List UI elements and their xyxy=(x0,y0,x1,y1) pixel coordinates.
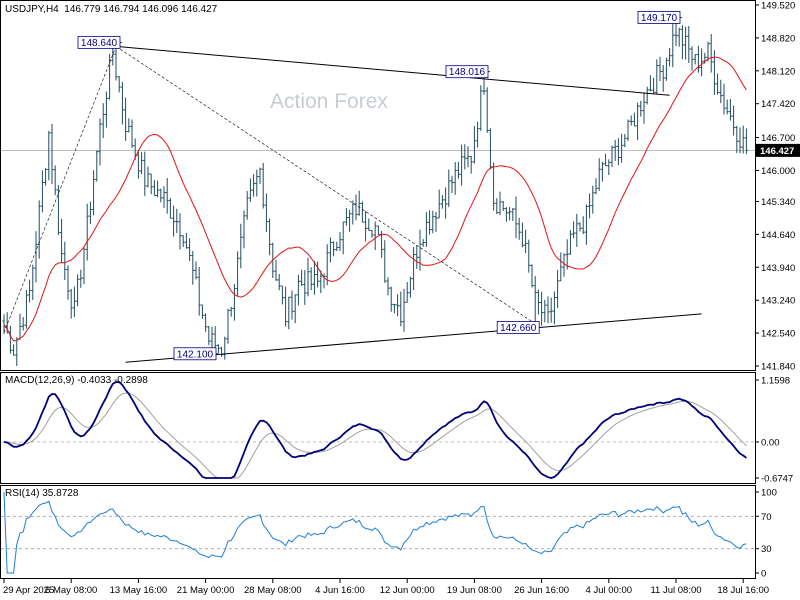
price-axis-label: 143.940 xyxy=(761,263,795,274)
price-callout-label: 142.100 xyxy=(177,349,214,360)
time-axis-label: 29 Apr 2025 xyxy=(3,585,54,596)
main-panel-header: USDJPY,H4 146.779 146.794 146.096 146.42… xyxy=(5,4,217,15)
time-axis-label: 26 Jun 16:00 xyxy=(514,585,569,596)
macd-header: MACD(12,26,9) -0.4033 -0.2898 xyxy=(5,375,148,386)
price-axis-label: 143.240 xyxy=(761,296,795,307)
price-axis-label: 145.340 xyxy=(761,197,795,208)
price-axis-label: 141.840 xyxy=(761,362,795,373)
rsi-axis-label: 100 xyxy=(761,488,777,499)
rsi-line xyxy=(3,491,747,574)
rsi-axis-label: 70 xyxy=(761,512,772,523)
time-axis-label: 6 May 08:00 xyxy=(45,585,97,596)
macd-axis-label: -0.6747 xyxy=(761,474,793,485)
rsi-axis-label: 0 xyxy=(761,569,766,580)
ohlc-values: 146.779 146.794 146.096 146.427 xyxy=(64,4,218,15)
time-axis-label: 28 May 08:00 xyxy=(244,585,302,596)
price-axis-label: 148.820 xyxy=(761,33,795,44)
time-axis-label: 4 Jul 00:00 xyxy=(586,585,632,596)
time-axis-label: 19 Jun 08:00 xyxy=(447,585,502,596)
dashed-trend-line xyxy=(115,46,536,324)
time-axis-label: 4 Jun 16:00 xyxy=(315,585,365,596)
current-price-label: 146.427 xyxy=(760,146,794,157)
macd-panel-frame xyxy=(0,372,756,484)
trend-line xyxy=(125,313,702,363)
time-axis-label: 21 May 00:00 xyxy=(177,585,235,596)
price-callout-label: 142.660 xyxy=(500,323,537,334)
dashed-trend-line xyxy=(3,46,117,333)
watermark: Action Forex xyxy=(270,90,388,113)
time-axis-label: 18 Jul 16:00 xyxy=(717,585,769,596)
price-axis-label: 147.420 xyxy=(761,99,795,110)
price-callout-label: 149.170 xyxy=(641,13,678,24)
price-axis-label: 148.120 xyxy=(761,66,795,77)
rsi-axis-label: 30 xyxy=(761,544,772,555)
macd-axis-label: 1.1598 xyxy=(761,376,790,387)
time-axis-label: 12 Jun 00:00 xyxy=(380,585,435,596)
price-axis-label: 144.640 xyxy=(761,230,795,241)
price-axis-label: 149.520 xyxy=(761,1,795,12)
time-axis-label: 13 May 16:00 xyxy=(110,585,168,596)
trend-line xyxy=(115,45,670,96)
symbol-label: USDJPY,H4 xyxy=(5,4,59,15)
current-price-tag xyxy=(756,143,800,157)
time-axis-label: 11 Jul 08:00 xyxy=(650,585,701,596)
rsi-panel-frame xyxy=(0,485,756,579)
price-axis-label: 142.540 xyxy=(761,329,795,340)
price-axis-label: 146.000 xyxy=(761,166,795,177)
price-callout-label: 148.016 xyxy=(449,67,486,78)
moving-average-line xyxy=(3,56,747,342)
macd-line xyxy=(3,381,747,479)
main-panel-frame xyxy=(0,0,756,371)
price-axis-label: 146.700 xyxy=(761,133,795,144)
price-callout-label: 148.640 xyxy=(81,38,118,49)
rsi-header: RSI(14) 35.8728 xyxy=(5,488,79,499)
macd-axis-label: 0.00 xyxy=(761,437,780,448)
